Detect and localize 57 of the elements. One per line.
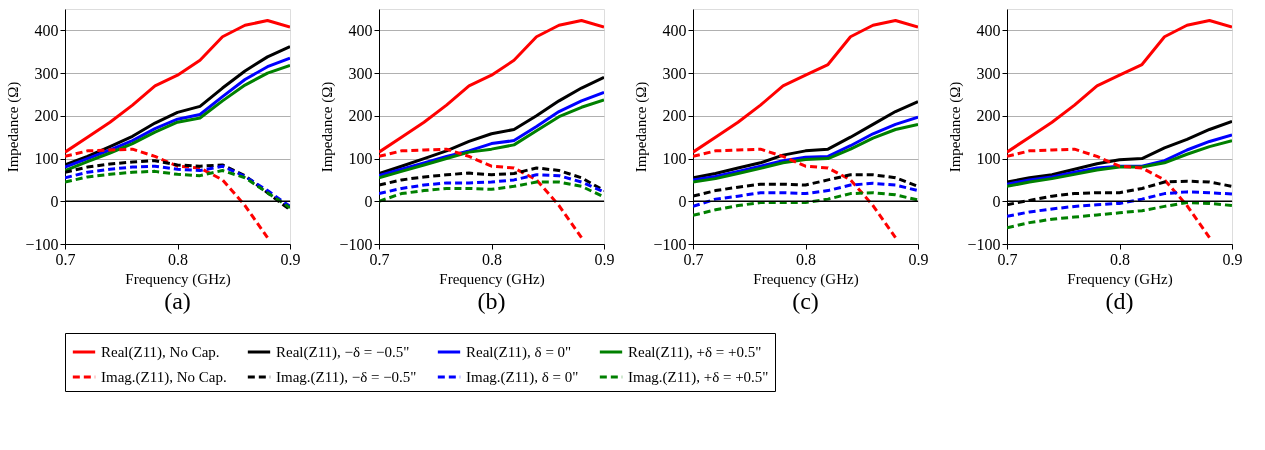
x-axis-title: Frequency (GHz) [1067,270,1173,288]
y-tick-label: −100 [967,235,1001,253]
text: (c) [792,288,819,314]
y-tick-label: 400 [34,21,59,39]
y-tick-label: 300 [662,64,687,82]
x-tick-label: 0.7 [369,250,390,268]
y-tick-label: 300 [348,64,373,82]
y-axis-title: Impedance (Ω) [319,81,337,173]
legend-label: Imag.(Z11), δ = 0" [466,369,579,386]
y-tick-label: 400 [976,21,1001,39]
x-tick-label: 0.8 [796,250,816,268]
x-tick-label: 0.8 [482,250,502,268]
y-tick-label: 100 [662,150,687,168]
y-tick-label: 0 [992,192,1001,210]
legend-label: Real(Z11), δ = 0" [466,344,572,361]
legend-label: Imag.(Z11), −δ = −0.5" [276,369,417,386]
y-tick-label: 400 [348,21,373,39]
y-tick-label: 200 [348,107,373,125]
x-tick-label: 0.9 [908,250,929,268]
text: (d) [1105,288,1134,314]
x-axis-title: Frequency (GHz) [125,270,231,288]
y-tick-label: 100 [34,150,59,168]
x-tick-label: 0.8 [168,250,188,268]
y-tick-label: 300 [34,64,59,82]
x-tick-label: 0.9 [1222,250,1243,268]
line-series [379,173,604,196]
x-tick-label: 0.9 [594,250,615,268]
text: (b) [477,288,506,314]
y-axis-title: Impedance (Ω) [947,81,965,173]
y-tick-label: 300 [976,64,1001,82]
legend-label: Real(Z11), −δ = −0.5" [276,344,410,361]
x-tick-label: 0.7 [683,250,704,268]
y-tick-label: 0 [50,192,59,210]
y-tick-label: 100 [976,150,1001,168]
legend-label: Real(Z11), No Cap. [101,344,220,361]
legend-label: Real(Z11), +δ = +0.5" [628,344,762,361]
x-tick-label: 0.7 [55,250,76,268]
y-tick-label: 0 [364,192,373,210]
y-tick-label: 200 [976,107,1001,125]
y-tick-label: 400 [662,21,687,39]
y-tick-label: 200 [34,107,59,125]
y-tick-label: 100 [348,150,373,168]
x-tick-label: 0.9 [280,250,301,268]
legend-label: Imag.(Z11), +δ = +0.5" [628,369,769,386]
y-tick-label: 200 [662,107,687,125]
y-tick-label: −100 [25,235,59,253]
y-axis-title: Impedance (Ω) [633,81,651,173]
x-tick-label: 0.8 [1110,250,1130,268]
y-tick-label: 0 [678,192,687,210]
x-tick-label: 0.7 [997,250,1018,268]
y-axis-title: Impedance (Ω) [5,81,23,173]
y-tick-label: −100 [653,235,687,253]
legend-label: Imag.(Z11), No Cap. [101,369,227,386]
x-axis-title: Frequency (GHz) [439,270,545,288]
x-axis-title: Frequency (GHz) [753,270,859,288]
text: (a) [164,288,191,314]
y-tick-label: −100 [339,235,373,253]
